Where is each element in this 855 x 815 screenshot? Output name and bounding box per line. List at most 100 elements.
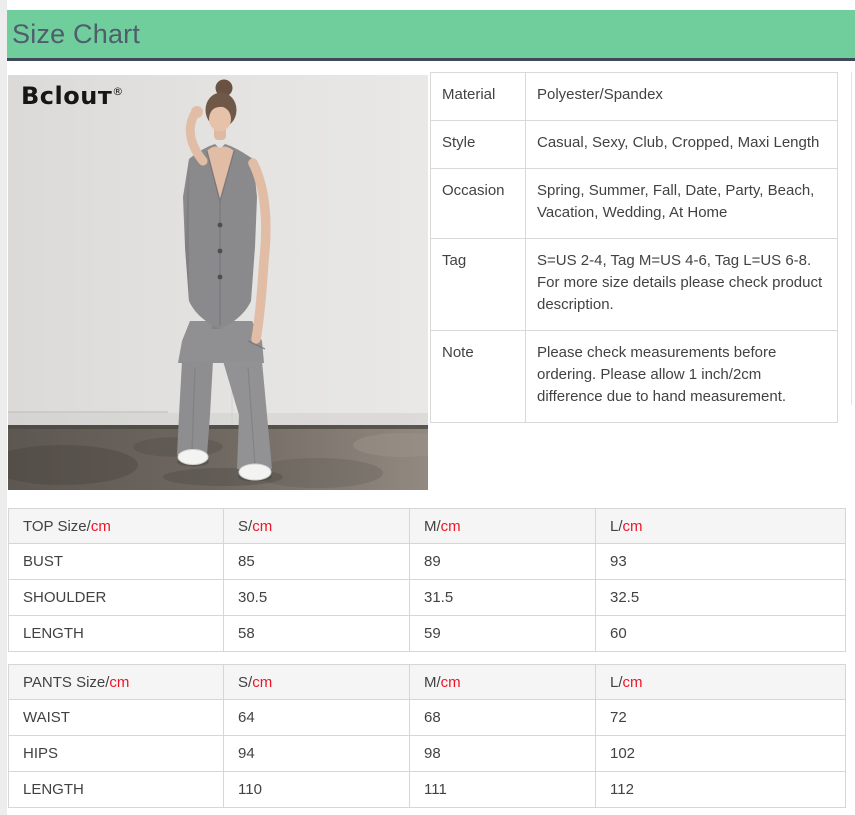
size-col-label: TOP Size bbox=[23, 517, 87, 535]
size-col-header: TOP Size/cm bbox=[8, 508, 224, 544]
pants-size-table: PANTS Size/cm S/cm M/cm L/cm WAIST 64 68… bbox=[8, 664, 846, 808]
product-info-table: Material Polyester/Spandex Style Casual,… bbox=[430, 72, 838, 423]
registered-trademark-icon: ® bbox=[112, 85, 124, 98]
size-col-separator: / bbox=[618, 517, 623, 535]
size-col-unit: cm bbox=[252, 673, 273, 691]
hair-bun bbox=[215, 79, 233, 97]
top-size-table: TOP Size/cm S/cm M/cm L/cm BUST 85 89 93… bbox=[8, 508, 846, 652]
size-col-label: S bbox=[238, 517, 249, 535]
size-row-label: SHOULDER bbox=[8, 579, 224, 616]
size-col-header: L/cm bbox=[595, 508, 846, 544]
page-left-gutter bbox=[0, 0, 7, 815]
size-row-length: LENGTH 110 111 112 bbox=[8, 771, 846, 808]
info-label: Tag bbox=[430, 238, 526, 331]
model-photo-illustration bbox=[8, 75, 428, 490]
size-row-label: HIPS bbox=[8, 735, 224, 772]
size-value-cell: 30.5 bbox=[223, 579, 410, 616]
size-row-label: LENGTH bbox=[8, 615, 224, 652]
size-col-separator: / bbox=[105, 673, 110, 691]
info-value: Casual, Sexy, Club, Cropped, Maxi Length bbox=[525, 120, 838, 169]
size-value-cell: 111 bbox=[409, 771, 596, 808]
size-chart-header: Size Chart bbox=[7, 10, 855, 61]
info-label: Style bbox=[430, 120, 526, 169]
info-row-style: Style Casual, Sexy, Club, Cropped, Maxi … bbox=[430, 120, 838, 169]
size-col-separator: / bbox=[248, 673, 253, 691]
size-row-waist: WAIST 64 68 72 bbox=[8, 699, 846, 736]
size-col-header: S/cm bbox=[223, 508, 410, 544]
size-col-header: M/cm bbox=[409, 664, 596, 700]
size-col-unit: cm bbox=[90, 517, 111, 535]
size-col-label: L bbox=[610, 673, 619, 691]
size-col-separator: / bbox=[618, 673, 623, 691]
size-value-cell: 98 bbox=[409, 735, 596, 772]
size-row-label: BUST bbox=[8, 543, 224, 580]
right-shoe bbox=[238, 463, 272, 481]
size-value-cell: 102 bbox=[595, 735, 846, 772]
info-row-occasion: Occasion Spring, Summer, Fall, Date, Par… bbox=[430, 168, 838, 239]
info-value: Polyester/Spandex bbox=[525, 72, 838, 121]
size-col-separator: / bbox=[436, 517, 441, 535]
info-row-material: Material Polyester/Spandex bbox=[430, 72, 838, 121]
size-col-separator: / bbox=[248, 517, 253, 535]
info-value: Spring, Summer, Fall, Date, Party, Beach… bbox=[525, 168, 838, 239]
brand-name: Bclouᴛ bbox=[21, 82, 113, 110]
size-col-unit: cm bbox=[622, 673, 643, 691]
brand-logo: Bclouᴛ® bbox=[21, 82, 124, 110]
photo-floor bbox=[8, 425, 428, 490]
baseboard-shadow bbox=[8, 413, 428, 425]
size-value-cell: 94 bbox=[223, 735, 410, 772]
info-label: Material bbox=[430, 72, 526, 121]
model-left-arm bbox=[248, 158, 271, 344]
size-value-cell: 59 bbox=[409, 615, 596, 652]
size-value-cell: 93 bbox=[595, 543, 846, 580]
size-value-cell: 110 bbox=[223, 771, 410, 808]
size-value-cell: 58 bbox=[223, 615, 410, 652]
size-col-unit: cm bbox=[622, 517, 643, 535]
size-value-cell: 31.5 bbox=[409, 579, 596, 616]
info-label: Note bbox=[430, 330, 526, 423]
size-value-cell: 112 bbox=[595, 771, 846, 808]
size-col-unit: cm bbox=[109, 673, 130, 691]
size-col-header: S/cm bbox=[223, 664, 410, 700]
left-shoe bbox=[177, 449, 209, 465]
info-row-note: Note Please check measurements before or… bbox=[430, 330, 838, 423]
size-row-shoulder: SHOULDER 30.5 31.5 32.5 bbox=[8, 579, 846, 616]
size-value-cell: 89 bbox=[409, 543, 596, 580]
size-row-bust: BUST 85 89 93 bbox=[8, 543, 846, 580]
size-col-separator: / bbox=[86, 517, 91, 535]
info-value: Please check measurements before orderin… bbox=[525, 330, 838, 423]
size-col-label: M bbox=[424, 517, 437, 535]
size-row-length: LENGTH 58 59 60 bbox=[8, 615, 846, 652]
size-value-cell: 32.5 bbox=[595, 579, 846, 616]
size-col-header: L/cm bbox=[595, 664, 846, 700]
pants-size-header-row: PANTS Size/cm S/cm M/cm L/cm bbox=[8, 664, 846, 700]
size-row-hips: HIPS 94 98 102 bbox=[8, 735, 846, 772]
page-title: Size Chart bbox=[12, 19, 141, 49]
info-value: S=US 2-4, Tag M=US 4-6, Tag L=US 6-8. Fo… bbox=[525, 238, 838, 331]
size-value-cell: 60 bbox=[595, 615, 846, 652]
size-col-unit: cm bbox=[440, 673, 461, 691]
model-figure bbox=[177, 79, 272, 482]
size-value-cell: 85 bbox=[223, 543, 410, 580]
size-row-label: WAIST bbox=[8, 699, 224, 736]
info-row-tag: Tag S=US 2-4, Tag M=US 4-6, Tag L=US 6-8… bbox=[430, 238, 838, 331]
size-value-cell: 72 bbox=[595, 699, 846, 736]
size-col-separator: / bbox=[436, 673, 441, 691]
product-photo: Bclouᴛ® bbox=[8, 75, 428, 490]
size-col-label: M bbox=[424, 673, 437, 691]
size-value-cell: 68 bbox=[409, 699, 596, 736]
size-col-unit: cm bbox=[252, 517, 273, 535]
info-label: Occasion bbox=[430, 168, 526, 239]
size-value-cell: 64 bbox=[223, 699, 410, 736]
size-col-label: L bbox=[610, 517, 619, 535]
size-col-label: S bbox=[238, 673, 249, 691]
model-right-arm bbox=[185, 110, 208, 166]
size-col-header: M/cm bbox=[409, 508, 596, 544]
size-col-label: PANTS Size bbox=[23, 673, 106, 691]
size-col-unit: cm bbox=[440, 517, 461, 535]
top-size-header-row: TOP Size/cm S/cm M/cm L/cm bbox=[8, 508, 846, 544]
model-face bbox=[209, 106, 231, 132]
product-info-panel: Material Polyester/Spandex Style Casual,… bbox=[430, 72, 852, 423]
size-row-label: LENGTH bbox=[8, 771, 224, 808]
size-col-header: PANTS Size/cm bbox=[8, 664, 224, 700]
